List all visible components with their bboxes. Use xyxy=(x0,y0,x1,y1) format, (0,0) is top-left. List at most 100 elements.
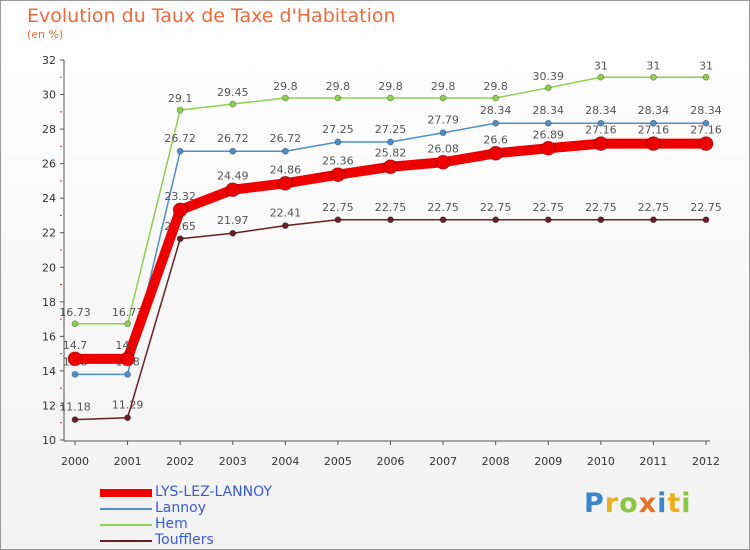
x-tick-label: 2007 xyxy=(429,455,457,468)
data-label-lannoy: 27.25 xyxy=(322,123,354,136)
data-point-lannoy xyxy=(544,119,552,127)
x-tick-label: 2001 xyxy=(114,455,142,468)
x-tick-label: 2003 xyxy=(219,455,247,468)
data-label-hem: 31 xyxy=(646,59,660,72)
data-point-lys-lez-lannoy xyxy=(172,202,188,218)
legend-label-toufflers: Toufflers xyxy=(155,532,214,548)
data-point-toufflers xyxy=(387,216,394,224)
logo-letter: o xyxy=(619,488,639,519)
legend-label-hem: Hem xyxy=(155,516,188,532)
data-point-hem xyxy=(124,320,131,328)
legend-swatch-hem xyxy=(100,524,152,526)
data-label-hem: 30.39 xyxy=(533,70,565,83)
data-point-lannoy xyxy=(71,370,79,378)
data-point-toufflers xyxy=(124,414,131,422)
data-label-hem: 29.45 xyxy=(217,86,249,99)
data-point-toufflers xyxy=(334,216,342,224)
data-point-hem xyxy=(544,84,552,92)
y-tick-label: 24 xyxy=(42,192,56,205)
data-label-toufflers: 22.75 xyxy=(585,201,617,214)
y-tick-label: 14 xyxy=(42,365,56,378)
data-point-toufflers xyxy=(281,222,289,230)
data-point-lannoy xyxy=(702,119,710,127)
data-point-toufflers xyxy=(544,216,552,224)
data-point-hem xyxy=(176,106,184,114)
data-label-toufflers: 21.97 xyxy=(217,214,249,227)
data-point-toufflers xyxy=(71,416,79,424)
data-point-lannoy xyxy=(281,147,289,155)
data-point-lys-lez-lannoy xyxy=(698,136,714,152)
x-tick-label: 2012 xyxy=(692,455,720,468)
data-point-lys-lez-lannoy xyxy=(225,182,241,198)
data-point-lys-lez-lannoy xyxy=(646,136,661,152)
data-label-hem: 29.8 xyxy=(431,80,456,93)
data-point-lannoy xyxy=(492,119,500,127)
data-label-lys-lez-lannoy: 14.7 xyxy=(115,339,140,352)
data-point-lys-lez-lannoy xyxy=(330,167,346,183)
x-tick-label: 2000 xyxy=(61,455,89,468)
legend-swatch-lannoy xyxy=(100,508,152,510)
data-label-toufflers: 22.75 xyxy=(533,201,565,214)
data-label-lys-lez-lannoy: 23.32 xyxy=(164,190,196,203)
chart-title: Evolution du Taux de Taxe d'Habitation xyxy=(27,5,396,27)
data-label-lys-lez-lannoy: 24.86 xyxy=(270,163,302,176)
y-tick-label: 32 xyxy=(42,54,56,67)
x-tick-label: 2006 xyxy=(377,455,405,468)
data-point-hem xyxy=(492,94,500,102)
logo-letter: r xyxy=(604,488,620,519)
x-tick-label: 2008 xyxy=(482,455,510,468)
data-label-toufflers: 22.41 xyxy=(270,207,302,220)
data-label-hem: 29.8 xyxy=(326,80,351,93)
x-tick-label: 2011 xyxy=(639,455,667,468)
logo-letter: P xyxy=(584,488,605,519)
data-label-toufflers: 22.75 xyxy=(375,201,407,214)
legend-swatch-toufflers xyxy=(100,540,152,542)
data-point-lys-lez-lannoy xyxy=(67,351,83,367)
data-label-hem: 16.73 xyxy=(59,306,91,319)
y-tick-label: 18 xyxy=(42,296,56,309)
data-point-lannoy xyxy=(597,119,605,127)
data-point-toufflers xyxy=(597,216,605,224)
data-label-hem: 29.1 xyxy=(168,92,193,105)
data-point-toufflers xyxy=(492,216,500,224)
y-axis-unit-label: (en %) xyxy=(27,28,64,41)
data-point-lys-lez-lannoy xyxy=(383,159,398,175)
data-point-hem xyxy=(229,100,237,108)
data-label-toufflers: 22.75 xyxy=(322,201,354,214)
data-point-lys-lez-lannoy xyxy=(593,136,609,152)
data-point-hem xyxy=(597,73,605,81)
data-label-lys-lez-lannoy: 24.49 xyxy=(217,170,249,183)
legend-label-lannoy: Lannoy xyxy=(155,500,206,516)
data-label-toufflers: 22.75 xyxy=(427,201,459,214)
data-label-lys-lez-lannoy: 25.36 xyxy=(322,155,354,168)
data-label-lys-lez-lannoy: 26.08 xyxy=(427,142,459,155)
y-tick-label: 30 xyxy=(42,89,56,102)
data-point-toufflers xyxy=(650,216,657,224)
logo-letter: i xyxy=(681,488,692,519)
proxiti-logo: Proxiti xyxy=(584,488,692,519)
data-label-lys-lez-lannoy: 25.82 xyxy=(375,147,407,160)
data-point-lannoy xyxy=(650,119,657,127)
data-label-hem: 29.8 xyxy=(483,80,508,93)
y-tick-label: 12 xyxy=(42,399,56,412)
data-point-lys-lez-lannoy xyxy=(435,154,451,170)
x-tick-label: 2010 xyxy=(587,455,615,468)
data-label-hem: 16.73 xyxy=(112,306,144,319)
data-point-lys-lez-lannoy xyxy=(277,175,293,191)
legend-label-lys-lez-lannoy: LYS-LEZ-LANNOY xyxy=(155,484,272,500)
data-point-toufflers xyxy=(229,229,237,237)
y-tick-label: 10 xyxy=(42,434,56,447)
data-label-lannoy: 28.34 xyxy=(585,104,617,117)
data-point-lys-lez-lannoy xyxy=(120,351,135,367)
data-label-toufflers: 11.18 xyxy=(59,401,91,414)
data-point-hem xyxy=(334,94,342,102)
logo-letter: t xyxy=(667,488,682,519)
data-point-lannoy xyxy=(439,129,447,137)
data-label-lannoy: 26.72 xyxy=(217,132,249,145)
data-label-toufflers: 22.75 xyxy=(690,201,722,214)
data-label-hem: 29.8 xyxy=(273,80,298,93)
x-tick-label: 2002 xyxy=(166,455,194,468)
data-label-toufflers: 22.75 xyxy=(480,201,512,214)
data-label-lannoy: 27.79 xyxy=(427,114,459,127)
